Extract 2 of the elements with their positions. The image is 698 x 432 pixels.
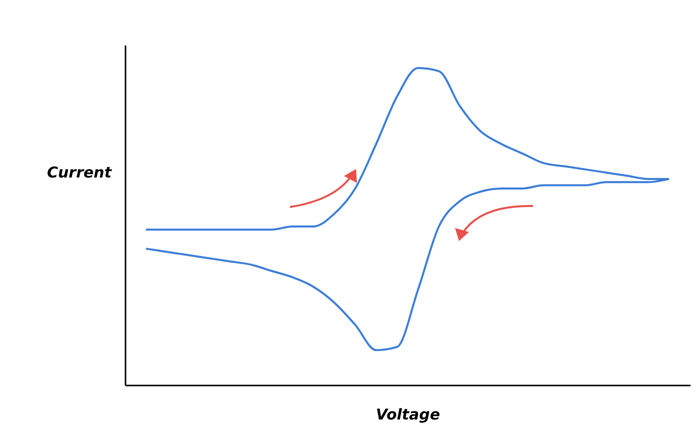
y-axis-title: Current xyxy=(46,164,112,182)
x-axis-title: Voltage xyxy=(376,406,440,424)
